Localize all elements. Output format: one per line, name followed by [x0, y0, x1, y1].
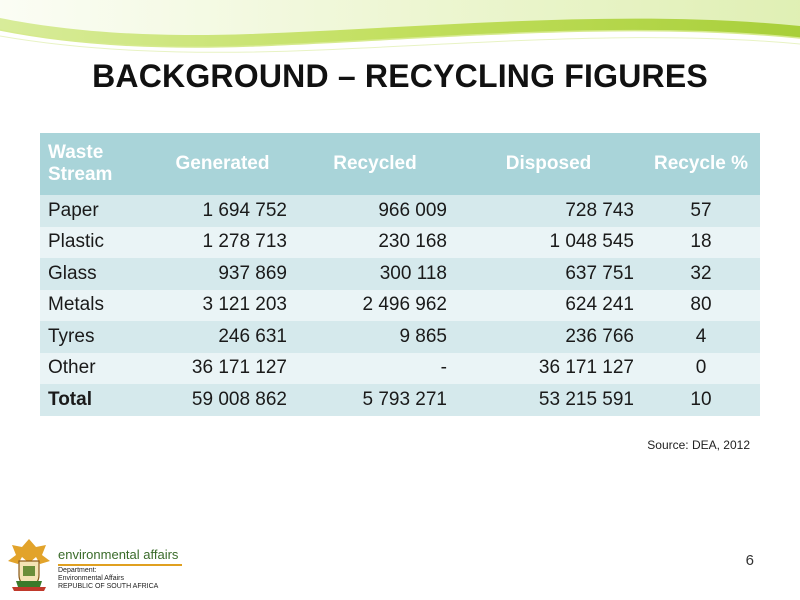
generated-cell: 36 171 127 [150, 352, 295, 384]
generated-total-cell: 59 008 862 [150, 384, 295, 416]
header-generated: Generated [150, 133, 295, 195]
coat-of-arms-icon [8, 539, 50, 591]
logo-dept-line1: Department: [58, 567, 97, 574]
recycled-cell: 300 118 [295, 258, 455, 290]
header-swoosh [0, 0, 800, 53]
generated-cell: 246 631 [150, 321, 295, 353]
header-recycled: Recycled [295, 133, 455, 195]
table-row: Paper 1 694 752 966 009 728 743 57 [40, 195, 760, 227]
logo-dept-line3: REPUBLIC OF SOUTH AFRICA [58, 583, 159, 590]
waste-stream-cell: Glass [40, 258, 150, 290]
generated-cell: 3 121 203 [150, 289, 295, 321]
waste-stream-cell: Plastic [40, 226, 150, 258]
waste-stream-cell: Other [40, 352, 150, 384]
waste-stream-cell: Tyres [40, 321, 150, 353]
header-waste-stream: Waste Stream [40, 133, 150, 195]
generated-cell: 937 869 [150, 258, 295, 290]
logo-org-name: environmental affairs [58, 547, 179, 562]
recycle-percent-cell: 18 [642, 226, 760, 258]
logo-dept-line2: Environmental Affairs [58, 575, 125, 582]
recycle-percent-cell: 80 [642, 289, 760, 321]
generated-cell: 1 278 713 [150, 226, 295, 258]
table-row: Glass 937 869 300 118 637 751 32 [40, 258, 760, 290]
table-row: Tyres 246 631 9 865 236 766 4 [40, 321, 760, 353]
recycled-cell: 2 496 962 [295, 289, 455, 321]
waste-stream-cell: Paper [40, 195, 150, 227]
disposed-cell: 236 766 [455, 321, 642, 353]
table-row: Metals 3 121 203 2 496 962 624 241 80 [40, 289, 760, 321]
waste-stream-cell: Metals [40, 289, 150, 321]
recycled-cell: 230 168 [295, 226, 455, 258]
disposed-cell: 624 241 [455, 289, 642, 321]
recycle-percent-cell: 57 [642, 195, 760, 227]
recycled-cell: - [295, 352, 455, 384]
recycle-percent-total-cell: 10 [642, 384, 760, 416]
source-note: Source: DEA, 2012 [647, 438, 750, 452]
logo-divider [58, 564, 182, 566]
header-recycle-percent: Recycle % [642, 133, 760, 195]
recycle-percent-cell: 32 [642, 258, 760, 290]
page-number: 6 [745, 552, 754, 569]
recycle-percent-cell: 4 [642, 321, 760, 353]
recycled-total-cell: 5 793 271 [295, 384, 455, 416]
generated-cell: 1 694 752 [150, 195, 295, 227]
disposed-cell: 1 048 545 [455, 226, 642, 258]
table-total-row: Total 59 008 862 5 793 271 53 215 591 10 [40, 384, 760, 416]
recycled-cell: 9 865 [295, 321, 455, 353]
logo-dept-text: Department: Environmental Affairs REPUBL… [58, 567, 158, 591]
disposed-total-cell: 53 215 591 [455, 384, 642, 416]
recycling-table: Waste Stream Generated Recycled Disposed… [40, 133, 760, 416]
slide-title: BACKGROUND – RECYCLING FIGURES [92, 58, 708, 94]
table-row: Other 36 171 127 - 36 171 127 0 [40, 352, 760, 384]
recycled-cell: 966 009 [295, 195, 455, 227]
disposed-cell: 728 743 [455, 195, 642, 227]
disposed-cell: 637 751 [455, 258, 642, 290]
total-label-cell: Total [40, 384, 150, 416]
disposed-cell: 36 171 127 [455, 352, 642, 384]
table-header-row: Waste Stream Generated Recycled Disposed… [40, 133, 760, 195]
recycle-percent-cell: 0 [642, 352, 760, 384]
header-disposed: Disposed [455, 133, 642, 195]
department-logo: environmental affairs Department: Enviro… [6, 537, 196, 593]
table-row: Plastic 1 278 713 230 168 1 048 545 18 [40, 226, 760, 258]
